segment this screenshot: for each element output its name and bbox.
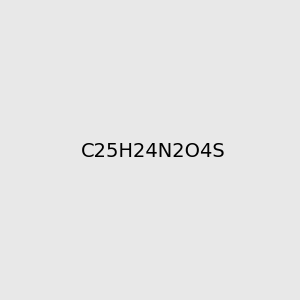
Text: C25H24N2O4S: C25H24N2O4S — [81, 142, 226, 161]
